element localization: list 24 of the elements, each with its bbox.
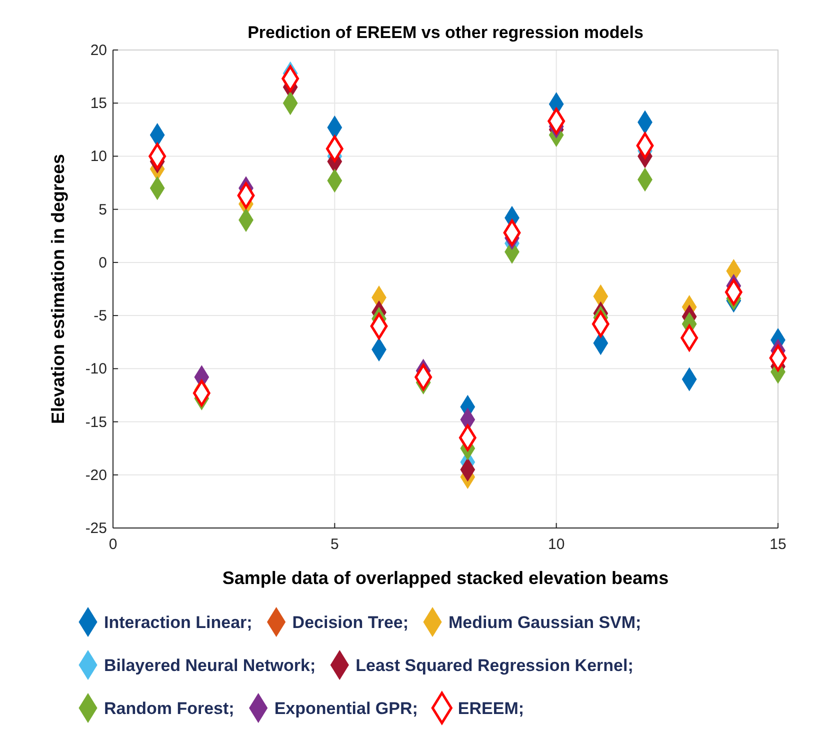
legend-label: EREEM; [458, 699, 524, 718]
chart-title: Prediction of EREEM vs other regression models [248, 23, 644, 42]
y-tick-label: -10 [85, 360, 107, 378]
y-tick-label: -5 [94, 308, 107, 325]
legend-label: Decision Tree; [292, 613, 409, 632]
x-tick-label: 10 [548, 536, 565, 553]
y-tick-label: 0 [98, 254, 107, 272]
y-tick-label: 20 [90, 42, 107, 59]
y-tick-label: -20 [85, 466, 107, 484]
x-axis-title: Sample data of overlapped stacked elevation beams [222, 568, 669, 588]
y-tick-label: 10 [90, 148, 107, 166]
legend-label: Interaction Linear; [104, 613, 252, 632]
legend-label: Bilayered Neural Network; [104, 656, 316, 675]
y-tick-label: -15 [85, 414, 107, 431]
x-tick-label: 5 [330, 536, 339, 553]
legend-label: Random Forest; [104, 699, 234, 718]
legend-label: Medium Gaussian SVM; [448, 613, 642, 632]
y-tick-label: 5 [98, 201, 107, 218]
y-axis-title: Elevation estimation in degrees [48, 154, 68, 424]
legend-label: Exponential GPR; [274, 699, 418, 718]
legend-label: Least Squared Regression Kernel; [356, 656, 634, 675]
x-tick-label: 15 [770, 536, 786, 553]
y-tick-label: 15 [90, 95, 107, 112]
y-tick-label: -25 [85, 520, 107, 537]
